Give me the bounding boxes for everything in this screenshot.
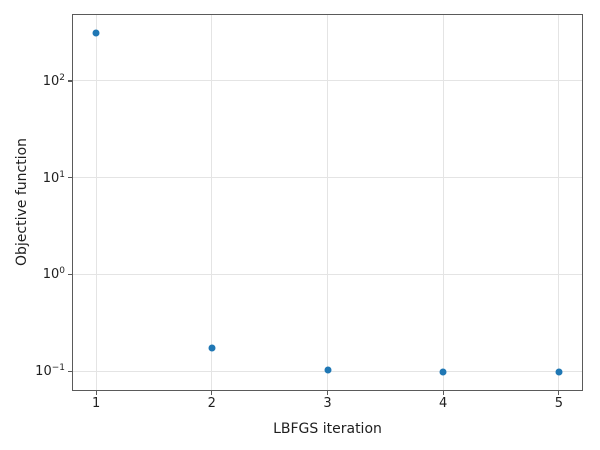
x-tick-label: 5 bbox=[554, 396, 563, 411]
y-axis-label: Objective function bbox=[14, 137, 30, 267]
x-tick-label: 4 bbox=[439, 396, 448, 411]
x-tick bbox=[558, 391, 560, 395]
y-tick bbox=[68, 370, 72, 372]
x-gridline bbox=[95, 15, 97, 390]
y-tick bbox=[68, 273, 72, 276]
data-point bbox=[208, 344, 216, 352]
y-tick-label: 101 bbox=[42, 169, 65, 186]
data-point bbox=[555, 368, 563, 376]
x-tick-label: 2 bbox=[207, 396, 216, 411]
x-tick-label: 1 bbox=[91, 396, 101, 411]
y-tick-label: 102 bbox=[42, 72, 65, 90]
data-point bbox=[324, 366, 331, 374]
y-tick-label: 10−1 bbox=[35, 363, 65, 380]
x-tick-label: 3 bbox=[323, 396, 332, 411]
y-tick bbox=[68, 177, 72, 179]
y-tick-label: 100 bbox=[42, 266, 65, 283]
x-tick bbox=[211, 391, 213, 395]
x-gridline bbox=[442, 15, 444, 390]
data-point bbox=[439, 368, 447, 376]
plot-area bbox=[72, 14, 583, 391]
y-tick bbox=[68, 80, 72, 82]
x-gridline bbox=[327, 15, 328, 390]
data-point bbox=[92, 29, 100, 37]
x-tick bbox=[442, 391, 444, 395]
x-tick bbox=[95, 391, 97, 395]
x-tick bbox=[326, 391, 329, 395]
x-gridline bbox=[558, 15, 560, 390]
x-axis-label: LBFGS iteration bbox=[273, 421, 382, 437]
x-gridline bbox=[211, 15, 213, 390]
